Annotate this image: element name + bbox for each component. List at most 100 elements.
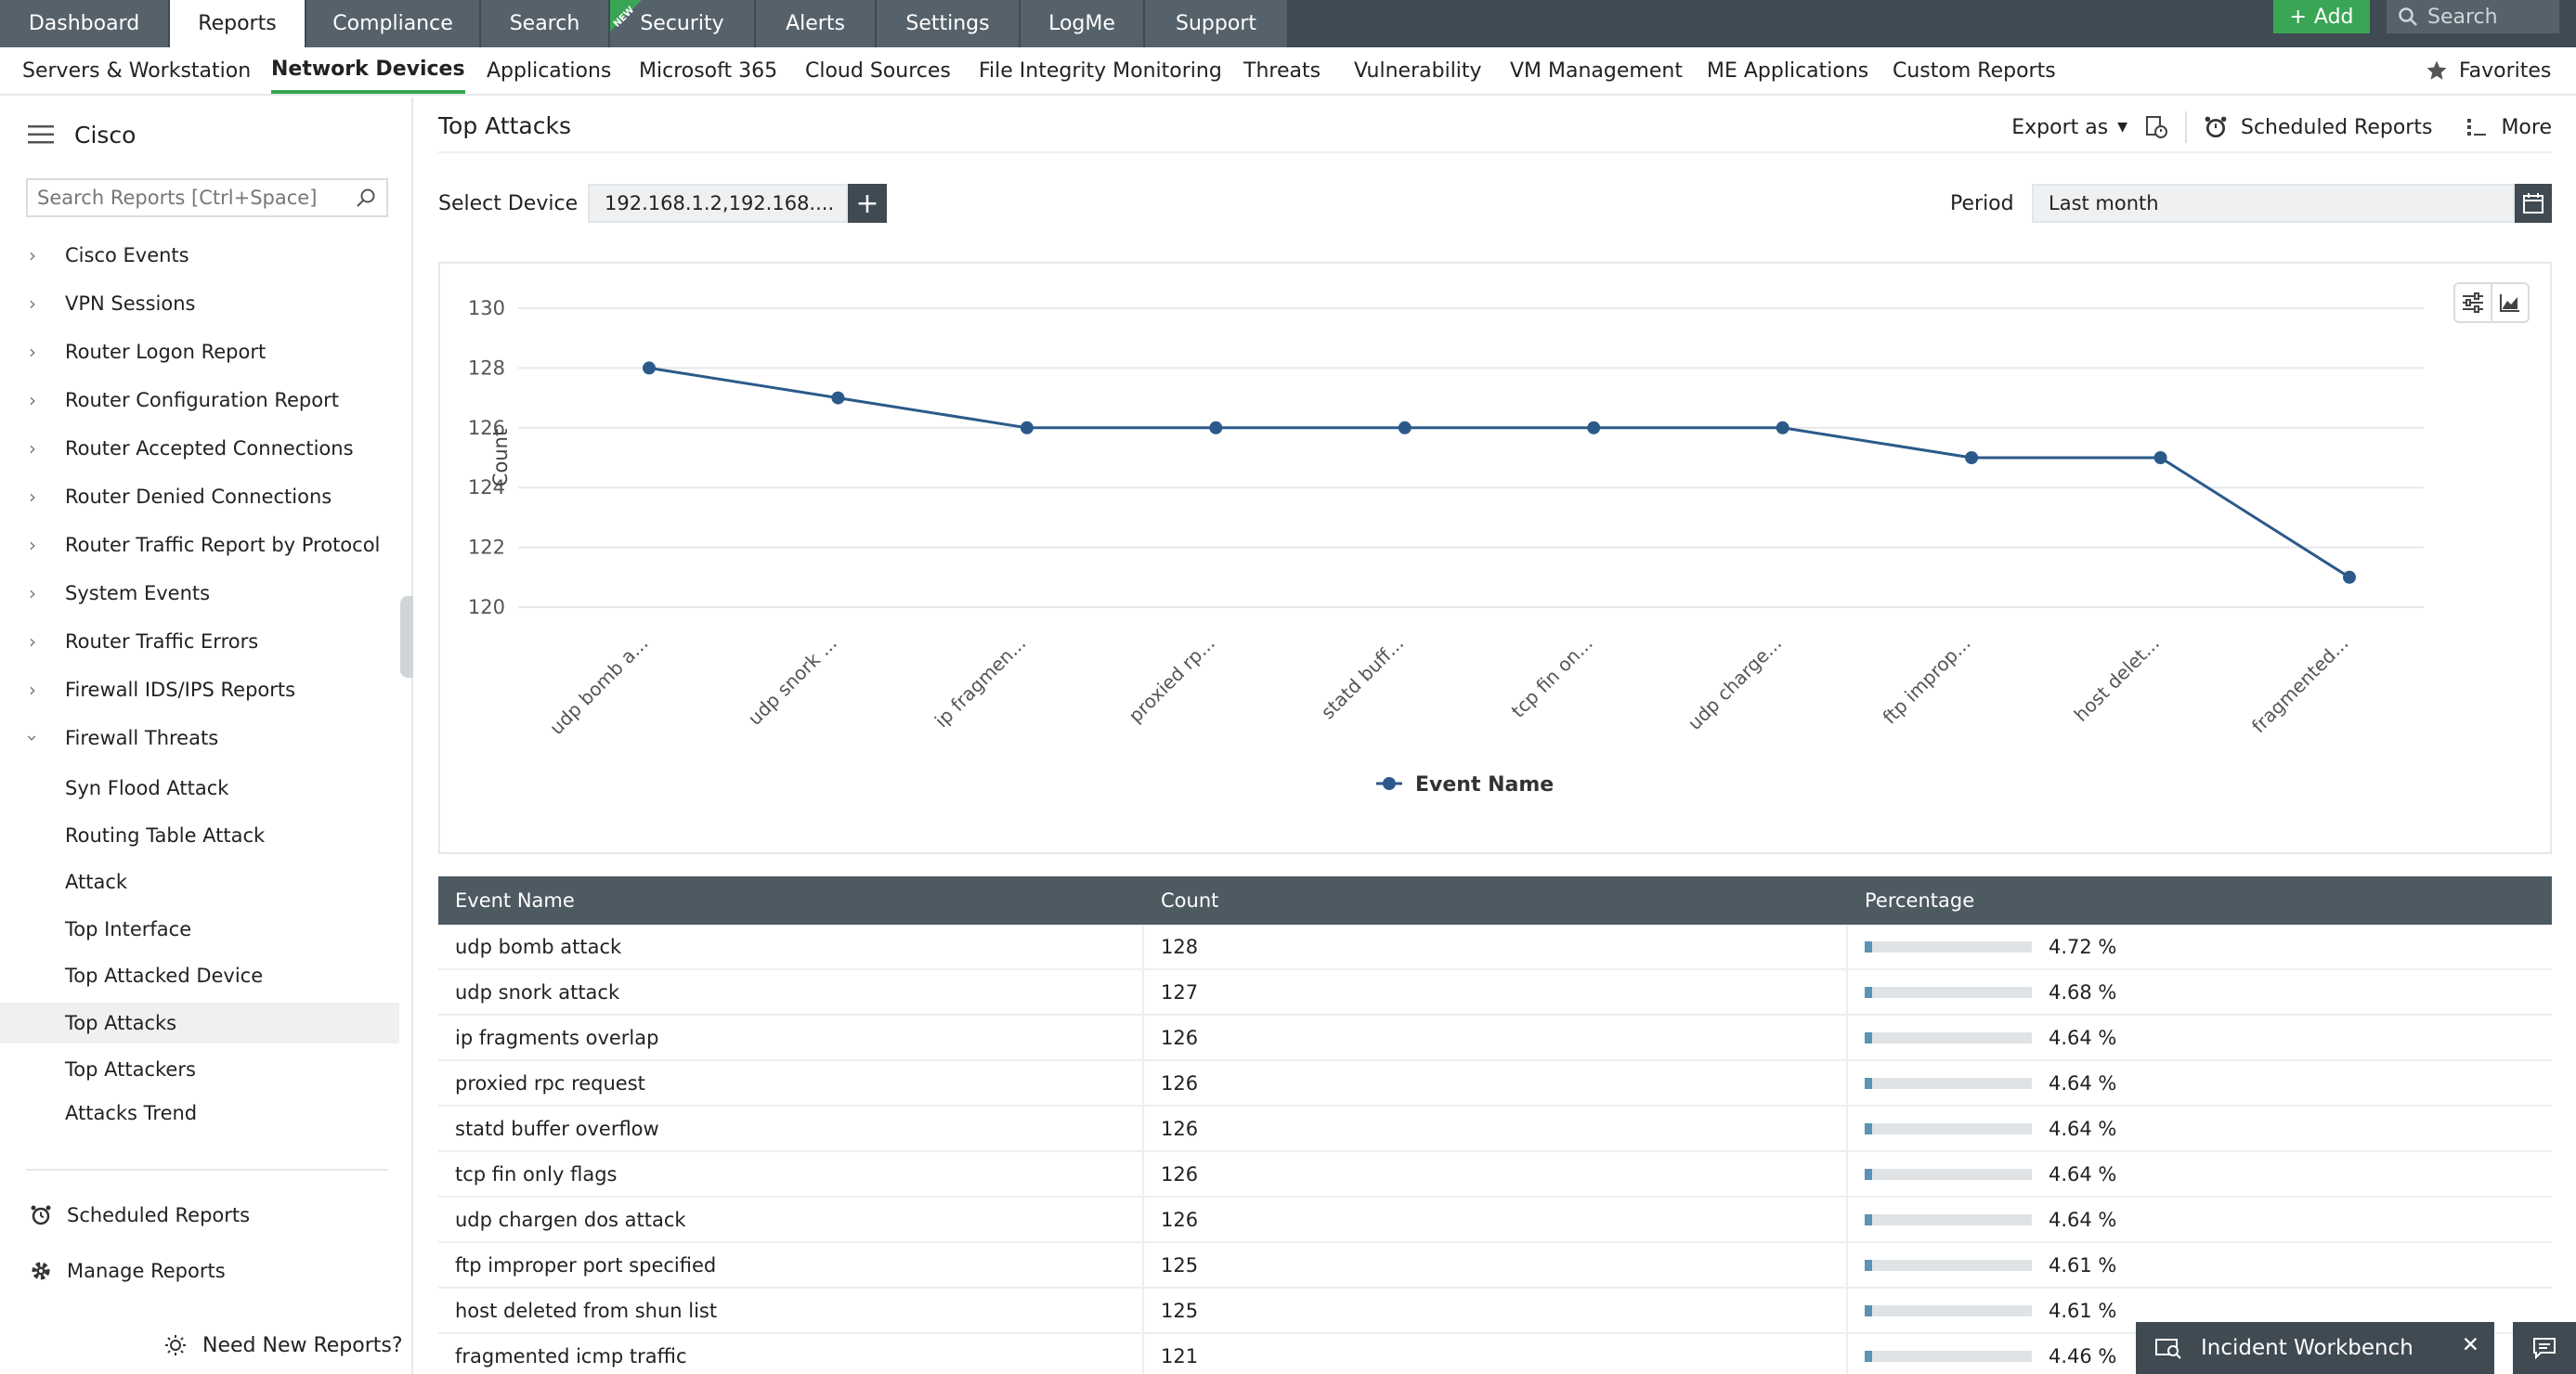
subtab-vm-management[interactable]: VM Management — [1510, 58, 1683, 83]
tab-security[interactable]: NEW Security — [610, 0, 756, 47]
sidebar-item-system-events[interactable]: › System Events — [0, 573, 399, 614]
chat-button[interactable] — [2513, 1322, 2576, 1374]
table-row[interactable]: fragmented icmp traffic 121 4.46 % — [438, 1334, 2552, 1374]
period-label: Period — [1950, 192, 2014, 215]
sidebar-item-router-traffic-errors[interactable]: › Router Traffic Errors — [0, 621, 399, 662]
cell-count: 121 — [1144, 1334, 1848, 1374]
data-point — [643, 361, 656, 375]
sidebar-item-router-denied-connections[interactable]: › Router Denied Connections — [0, 476, 399, 517]
scheduled-reports-button[interactable]: Scheduled Reports — [2204, 115, 2432, 139]
sidebar-item-top-attackers[interactable]: Top Attackers — [0, 1049, 399, 1090]
table-row[interactable]: udp snork attack 127 4.68 % — [438, 970, 2552, 1016]
export-as-button[interactable]: Export as ▼ — [2011, 116, 2127, 139]
add-device-button[interactable]: + — [848, 184, 887, 223]
sidebar-item-syn-flood-attack[interactable]: Syn Flood Attack — [0, 768, 399, 809]
column-header-percentage[interactable]: Percentage — [1865, 889, 1975, 912]
sidebar-item-router-traffic-report-by-protocol[interactable]: › Router Traffic Report by Protocol — [0, 525, 399, 565]
tab-settings[interactable]: Settings — [877, 0, 1021, 47]
subtab-cloud-sources[interactable]: Cloud Sources — [805, 58, 951, 83]
more-label: More — [2501, 115, 2552, 139]
sidebar-item-attacks-trend[interactable]: Attacks Trend — [0, 1093, 399, 1124]
tab-reports[interactable]: Reports — [170, 0, 306, 47]
sidebar-item-router-logon-report[interactable]: › Router Logon Report — [0, 331, 399, 372]
sidebar-item-router-accepted-connections[interactable]: › Router Accepted Connections — [0, 428, 399, 469]
column-header-event-name[interactable]: Event Name — [455, 889, 575, 912]
cell-percentage: 4.72 % — [1848, 925, 2552, 968]
tab-compliance[interactable]: Compliance — [306, 0, 481, 47]
sidebar-item-label: Router Traffic Report by Protocol — [65, 534, 381, 556]
report-search-input[interactable]: Search Reports [Ctrl+Space] — [26, 178, 388, 217]
table-row[interactable]: ip fragments overlap 126 4.64 % — [438, 1016, 2552, 1061]
top-search-input[interactable]: Search — [2387, 0, 2559, 33]
subtab-network-devices[interactable]: Network Devices — [271, 47, 465, 94]
hamburger-menu-icon[interactable] — [28, 124, 54, 145]
tab-dashboard[interactable]: Dashboard — [0, 0, 170, 47]
sidebar-item-top-interface[interactable]: Top Interface — [0, 909, 399, 950]
sidebar-item-top-attacked-device[interactable]: Top Attacked Device — [0, 955, 399, 996]
cell-percentage: 4.64 % — [1848, 1107, 2552, 1150]
sidebar-item-label: System Events — [65, 582, 211, 604]
sidebar-item-router-configuration-report[interactable]: › Router Configuration Report — [0, 380, 399, 421]
table-row[interactable]: proxied rpc request 126 4.64 % — [438, 1061, 2552, 1107]
subtab-vulnerability[interactable]: Vulnerability — [1354, 58, 1482, 83]
chart-settings-button[interactable] — [2455, 284, 2491, 321]
period-select-field[interactable]: Last month — [2032, 184, 2515, 223]
y-tick-label: 126 — [468, 417, 505, 439]
table-row[interactable]: statd buffer overflow 126 4.64 % — [438, 1107, 2552, 1152]
sidebar-scheduled-reports[interactable]: Scheduled Reports — [30, 1197, 250, 1234]
column-header-count[interactable]: Count — [1161, 889, 1219, 912]
sidebar-item-firewall-threats[interactable]: › Firewall Threats — [0, 718, 399, 758]
sidebar-item-top-attacks[interactable]: Top Attacks — [0, 1003, 399, 1043]
tab-search[interactable]: Search — [481, 0, 610, 47]
sidebar-item-firewall-ids-ips-reports[interactable]: › Firewall IDS/IPS Reports — [0, 669, 399, 710]
table-row[interactable]: tcp fin only flags 126 4.64 % — [438, 1152, 2552, 1198]
tab-alerts[interactable]: Alerts — [756, 0, 877, 47]
cell-event-name: fragmented icmp traffic — [438, 1334, 1144, 1374]
subtab-me-applications[interactable]: ME Applications — [1707, 58, 1869, 83]
subtab-threats[interactable]: Threats — [1243, 58, 1321, 83]
incident-workbench-bar[interactable]: Incident Workbench ✕ — [2136, 1322, 2494, 1374]
more-button[interactable]: More — [2449, 116, 2552, 139]
sidebar-item-routing-table-attack[interactable]: Routing Table Attack — [0, 815, 399, 856]
data-point — [1398, 421, 1412, 434]
sidebar-item-cisco-events[interactable]: › Cisco Events — [0, 235, 399, 276]
table-row[interactable]: ftp improper port specified 125 4.61 % — [438, 1243, 2552, 1289]
percentage-value: 4.61 % — [2049, 1299, 2117, 1322]
cell-event-name: ip fragments overlap — [438, 1016, 1144, 1059]
report-search-placeholder: Search Reports [Ctrl+Space] — [37, 187, 318, 209]
add-button-label: Add — [2313, 5, 2354, 29]
subtab-applications[interactable]: Applications — [487, 58, 612, 83]
add-button[interactable]: + Add — [2273, 0, 2370, 33]
tab-logme[interactable]: LogMe — [1021, 0, 1145, 47]
subtab-file-integrity-monitoring[interactable]: File Integrity Monitoring — [979, 58, 1222, 83]
sidebar-item-attack[interactable]: Attack — [0, 862, 399, 902]
table-row[interactable]: udp bomb attack 128 4.72 % — [438, 925, 2552, 970]
legend-label: Event Name — [1415, 773, 1554, 797]
chart-type-button[interactable] — [2491, 284, 2528, 321]
favorites-button[interactable]: Favorites — [2426, 47, 2551, 94]
subtab-servers-workstation[interactable]: Servers & Workstation — [22, 58, 252, 83]
close-icon[interactable]: ✕ — [2461, 1333, 2479, 1357]
table-row[interactable]: udp chargen dos attack 126 4.64 % — [438, 1198, 2552, 1243]
percentage-bar — [1865, 1259, 2032, 1271]
sidebar-manage-reports[interactable]: Manage Reports — [30, 1252, 226, 1290]
subtab-custom-reports[interactable]: Custom Reports — [1893, 58, 2056, 83]
table-row[interactable]: host deleted from shun list 125 4.61 % — [438, 1289, 2552, 1334]
y-tick-label: 120 — [468, 596, 505, 618]
sidebar-item-vpn-sessions[interactable]: › VPN Sessions — [0, 283, 399, 324]
search-icon — [357, 188, 375, 207]
scheduled-reports-label: Scheduled Reports — [67, 1204, 251, 1226]
subtab-microsoft-365[interactable]: Microsoft 365 — [639, 58, 778, 83]
need-new-reports-link[interactable]: Need New Reports? — [163, 1327, 403, 1364]
sidebar-collapse-handle[interactable] — [400, 596, 413, 678]
percentage-bar-fill — [1865, 1168, 1873, 1180]
chevron-right-icon: › — [29, 534, 36, 556]
device-select-field[interactable]: 192.168.1.2,192.168.... — [588, 184, 848, 223]
sidebar-divider — [26, 1169, 388, 1171]
y-tick-label: 122 — [468, 537, 505, 559]
tab-support[interactable]: Support — [1145, 0, 1289, 47]
calendar-button[interactable] — [2515, 184, 2552, 223]
top-search-placeholder: Search — [2427, 5, 2498, 29]
page-title: Top Attacks — [438, 112, 571, 139]
schedule-export-icon[interactable] — [2144, 115, 2168, 139]
